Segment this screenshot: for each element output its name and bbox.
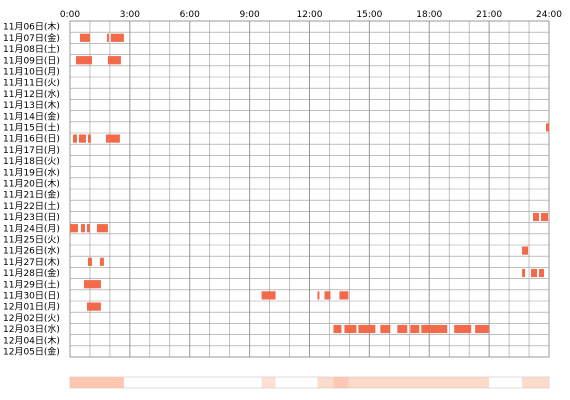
day-label: 11月22日(土) — [3, 200, 60, 212]
activity-bar — [78, 134, 86, 143]
summary-bin — [317, 377, 349, 388]
day-label: 11月17日(月) — [3, 145, 60, 156]
activity-bar — [261, 291, 276, 300]
day-label: 11月14日(金) — [3, 110, 60, 122]
activity-bar — [522, 268, 526, 278]
day-label: 12月04日(木) — [3, 334, 60, 346]
day-label: 12月05日(金) — [3, 346, 60, 358]
day-label: 11月15日(土) — [3, 122, 60, 134]
x-tick-label: 24:00 — [536, 10, 562, 20]
x-tick-labels: 0:00 3:00 6:00 9:00 12:00 15:00 18:00 21:00 24:0… — [60, 10, 562, 20]
activity-bar — [83, 280, 101, 289]
day-label: 11月23日(日) — [3, 212, 60, 223]
day-label: 11月18日(火) — [3, 156, 60, 167]
activity-bar — [87, 257, 92, 266]
activity-bar — [106, 33, 109, 42]
x-tick-label: 0:00 — [60, 10, 80, 20]
day-label: 11月08日(土) — [3, 43, 60, 55]
activity-bar — [397, 324, 408, 334]
activity-bar — [107, 56, 121, 65]
summary-bin — [261, 377, 276, 388]
x-tick-label: 3:00 — [120, 10, 140, 20]
x-tick-label: 15:00 — [356, 10, 382, 20]
day-label: 11月26日(水) — [3, 245, 60, 257]
day-label: 11月06日(木) — [3, 21, 60, 33]
summary-bin — [333, 377, 490, 388]
activity-bar — [522, 246, 529, 255]
x-tick-label: 9:00 — [240, 10, 260, 20]
activity-bar — [339, 291, 349, 300]
activity-bar — [421, 324, 448, 334]
x-tick-label: 21:00 — [476, 10, 502, 20]
summary-strip — [69, 376, 550, 389]
day-label: 12月03日(水) — [3, 323, 60, 335]
activity-bar — [410, 324, 420, 334]
activity-bar — [87, 134, 91, 143]
activity-bars — [70, 33, 549, 334]
day-label: 11月29日(土) — [3, 278, 60, 290]
day-label: 11月11日(火) — [3, 78, 60, 89]
day-label: 11月10日(月) — [3, 67, 60, 78]
x-tick-label: 6:00 — [180, 10, 200, 20]
day-label: 11月12日(水) — [3, 88, 60, 100]
activity-bar — [86, 302, 101, 311]
activity-bar — [333, 324, 342, 334]
day-label: 11月09日(日) — [3, 55, 60, 66]
day-label: 11月30日(日) — [3, 291, 60, 302]
day-label: 11月07日(金) — [3, 32, 60, 44]
summary-bin — [70, 377, 124, 388]
activity-bar — [454, 324, 472, 334]
activity-bar — [380, 324, 391, 334]
activity-bar — [546, 123, 549, 132]
day-label: 11月19日(水) — [3, 166, 60, 178]
day-label: 11月20日(木) — [3, 178, 60, 190]
activity-bar — [72, 134, 77, 143]
day-labels: 11月06日(木)11月07日(金)11月08日(土)11月09日(日)11月1… — [3, 21, 60, 358]
activity-bar — [79, 33, 90, 42]
day-label: 11月21日(金) — [3, 189, 60, 201]
activity-bar — [317, 291, 320, 300]
day-label: 11月25日(火) — [3, 235, 60, 246]
activity-bar — [75, 56, 92, 65]
activity-bar — [96, 224, 108, 233]
x-tick-label: 12:00 — [297, 10, 323, 20]
activity-bar — [358, 324, 376, 334]
activity-bar — [70, 224, 78, 233]
activity-bar — [86, 224, 90, 233]
activity-bar — [531, 268, 538, 278]
activity-bar — [99, 257, 104, 266]
activity-bar — [105, 134, 120, 143]
activity-bar — [533, 212, 540, 222]
day-label: 12月02日(火) — [3, 313, 60, 324]
day-label: 11月13日(木) — [3, 99, 60, 111]
activity-bar — [539, 268, 545, 278]
activity-bar — [324, 291, 331, 300]
day-label: 12月01日(月) — [3, 302, 60, 313]
day-label: 11月28日(金) — [3, 267, 60, 279]
summary-bin — [522, 377, 549, 388]
day-label: 11月16日(日) — [3, 134, 60, 145]
day-label: 11月24日(月) — [3, 223, 60, 234]
activity-bar — [344, 324, 357, 334]
activity-bar — [541, 212, 549, 222]
activity-bar — [110, 33, 124, 42]
activity-bar — [80, 224, 85, 233]
x-tick-label: 18:00 — [416, 10, 442, 20]
day-label: 11月27日(木) — [3, 256, 60, 268]
activity-bar — [475, 324, 490, 334]
chart-grid — [69, 20, 550, 358]
